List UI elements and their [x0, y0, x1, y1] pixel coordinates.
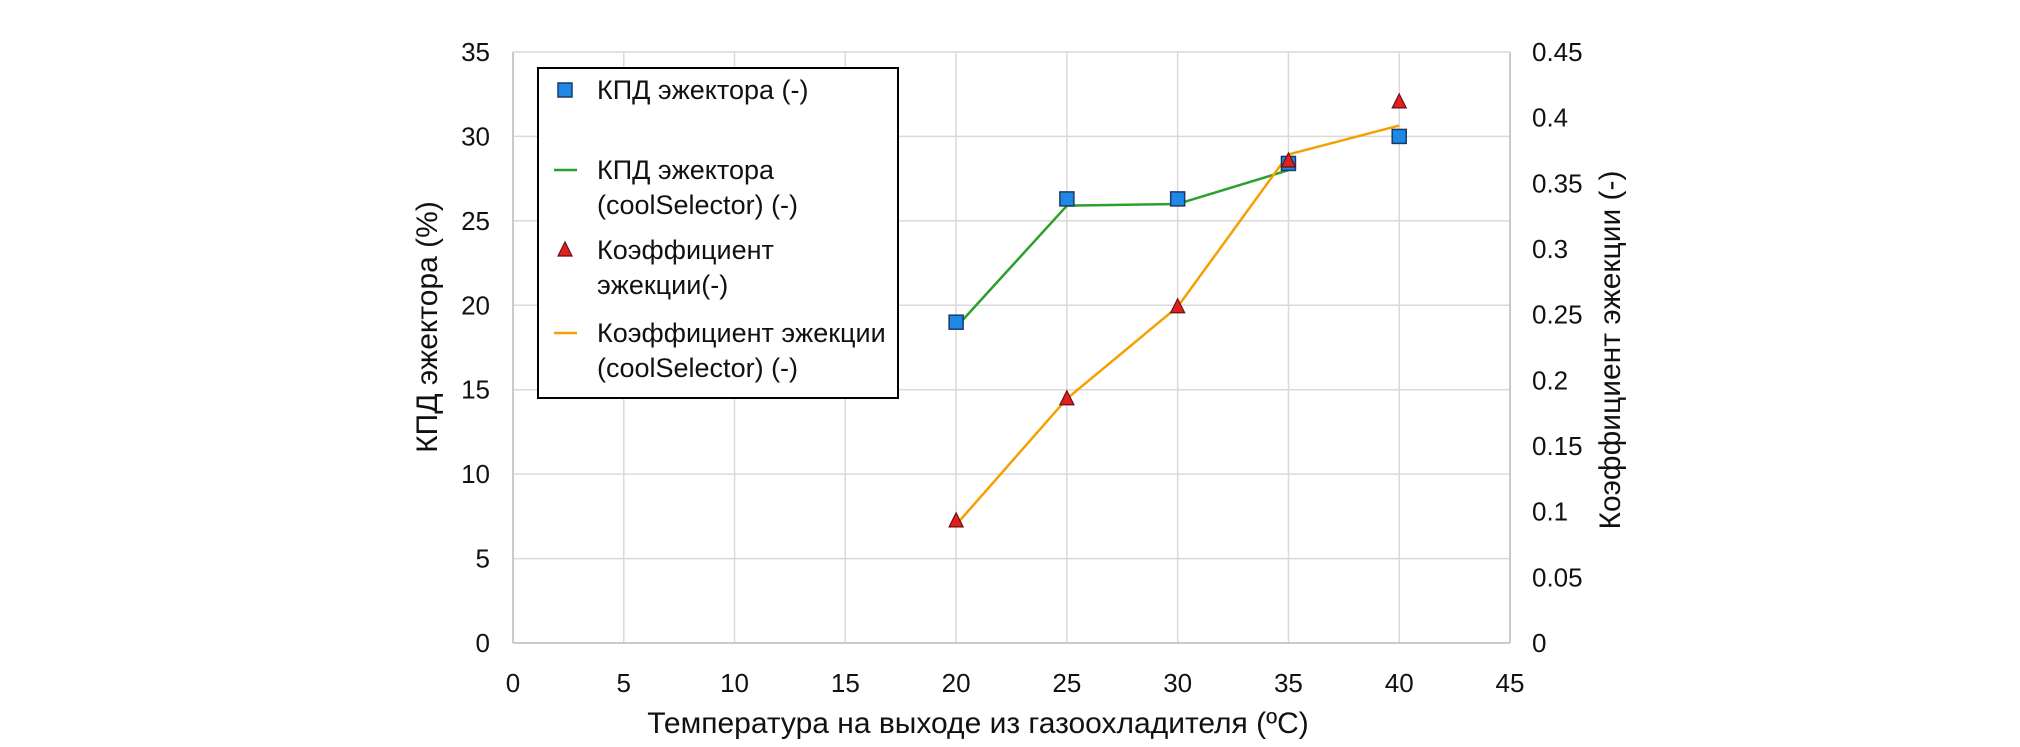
x-tick-label: 0	[506, 668, 520, 698]
data-point-square	[1059, 191, 1075, 207]
x-tick-label: 25	[1052, 668, 1081, 698]
series-layer	[948, 92, 1408, 528]
y-tick-label: 10	[461, 459, 490, 489]
x-tick-label: 40	[1385, 668, 1414, 698]
data-point-triangle	[1391, 92, 1408, 109]
legend-label: (coolSelector) (-)	[597, 353, 798, 383]
x-tick-label: 45	[1496, 668, 1525, 698]
x-axis-title: Температура на выходе из газоохладителя …	[647, 707, 1309, 740]
axes	[512, 52, 1511, 644]
y-tick-label: 35	[461, 37, 490, 67]
y2-tick-label: 0.45	[1532, 37, 1583, 67]
y2-tick-label: 0.05	[1532, 562, 1583, 592]
legend-label: Коэффициент эжекции	[597, 318, 886, 348]
tick-labels: 0 5 10 15 20 25 30 35 40 450510152025303500.050.1…	[461, 37, 1583, 698]
legend-square-swatch	[557, 82, 573, 98]
legend: КПД эжектора (-) КПД эжектора (coolSelecto…	[537, 67, 899, 399]
legend-label: КПД эжектора (-)	[597, 75, 808, 105]
x-tick-label: 10	[720, 668, 749, 698]
y-tick-label: 0	[476, 628, 490, 658]
series-line	[955, 169, 1289, 329]
x-tick-label: 5	[617, 668, 631, 698]
data-point-triangle	[948, 511, 965, 528]
data-point-square	[1391, 128, 1407, 145]
x-tick-label: 15	[831, 668, 860, 698]
y2-tick-label: 0.25	[1532, 300, 1583, 330]
legend-label: КПД эжектора	[597, 155, 775, 185]
data-point-triangle	[1169, 297, 1186, 314]
y-tick-label: 25	[461, 206, 490, 236]
data-point-square	[1169, 191, 1186, 207]
y-tick-label: 30	[461, 121, 490, 151]
x-tick-label: 35	[1274, 668, 1303, 698]
y2-tick-label: 0.35	[1532, 168, 1583, 198]
y2-tick-label: 0.4	[1532, 103, 1568, 133]
legend-box	[537, 67, 899, 399]
y2-tick-label: 0.15	[1532, 431, 1583, 461]
x-tick-label: 30	[1163, 668, 1192, 698]
y-tick-label: 15	[461, 375, 490, 405]
data-point-triangle	[1280, 151, 1297, 168]
legend-triangle-swatch	[557, 240, 573, 257]
y2-axis-title: Коэффициент эжекции (-)	[1594, 170, 1627, 529]
y2-tick-label: 0.3	[1532, 234, 1568, 264]
y-tick-label: 5	[476, 544, 490, 574]
y2-tick-label: 0	[1532, 628, 1546, 658]
data-point-triangle	[1058, 389, 1075, 406]
y2-tick-label: 0.2	[1532, 365, 1568, 395]
y2-tick-label: 0.1	[1532, 497, 1568, 527]
legend-label: (coolSelector) (-)	[597, 190, 798, 220]
legend-label: эжекции(-)	[597, 270, 728, 300]
y-tick-label: 20	[461, 290, 490, 320]
legend-label: Коэффициент	[597, 235, 774, 265]
y-axis-title: КПД эжектора (%)	[411, 201, 444, 453]
data-point-square	[948, 314, 964, 330]
x-tick-label: 20	[942, 668, 971, 698]
